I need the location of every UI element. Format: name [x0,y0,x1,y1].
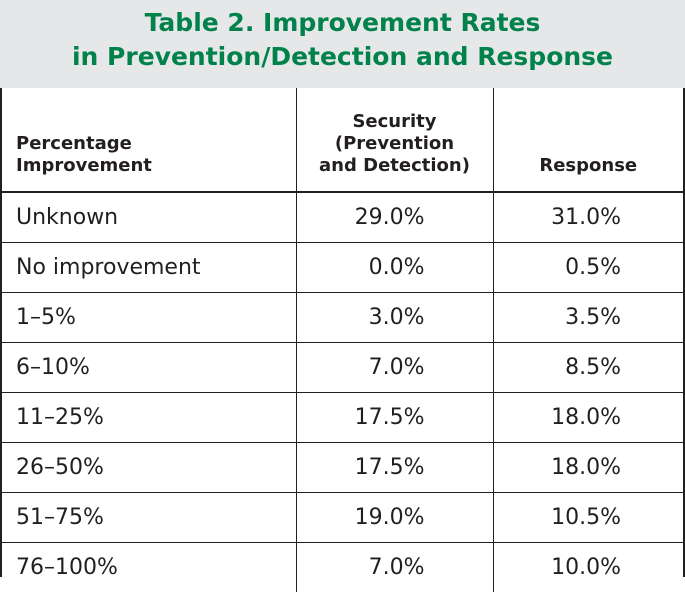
security-value: 7.0% [296,343,493,393]
row-label: 76–100% [2,543,296,592]
security-value: 0.0% [296,243,493,293]
response-value: 18.0% [493,443,683,493]
data-table: Percentage Improvement Security (Prevent… [2,88,683,592]
header-line: and Detection) [297,155,493,177]
security-value: 7.0% [296,543,493,592]
improvement-rates-table: Percentage Improvement Security (Prevent… [0,88,685,577]
header-line: Security [297,111,493,133]
row-label: 51–75% [2,493,296,543]
table-title-line-2: in Prevention/Detection and Response [0,42,685,71]
security-value: 3.0% [296,293,493,343]
table-row: 76–100%7.0%10.0% [2,543,683,592]
header-line: (Prevention [297,133,493,155]
table-row: 1–5%3.0%3.5% [2,293,683,343]
security-value: 29.0% [296,192,493,243]
security-value: 17.5% [296,443,493,493]
row-label: 6–10% [2,343,296,393]
row-label: Unknown [2,192,296,243]
header-row: Percentage Improvement Security (Prevent… [2,88,683,192]
row-label: No improvement [2,243,296,293]
row-label: 26–50% [2,443,296,493]
table-row: 26–50%17.5%18.0% [2,443,683,493]
table-title-line-1: Table 2. Improvement Rates [0,8,685,37]
response-value: 31.0% [493,192,683,243]
response-value: 10.0% [493,543,683,592]
table-row: 6–10%7.0%8.5% [2,343,683,393]
header-percentage-improvement: Percentage Improvement [2,88,296,192]
security-value: 19.0% [296,493,493,543]
response-value: 8.5% [493,343,683,393]
header-line: Improvement [16,155,296,177]
header-response: Response [493,88,683,192]
header-security: Security (Prevention and Detection) [296,88,493,192]
response-value: 3.5% [493,293,683,343]
table-row: 11–25%17.5%18.0% [2,393,683,443]
response-value: 0.5% [493,243,683,293]
row-label: 1–5% [2,293,296,343]
header-line: Percentage [16,133,296,155]
table-title: Table 2. Improvement Rates in Prevention… [0,0,685,88]
response-value: 18.0% [493,393,683,443]
response-value: 10.5% [493,493,683,543]
table-row: 51–75%19.0%10.5% [2,493,683,543]
row-label: 11–25% [2,393,296,443]
header-line: Response [494,155,684,177]
security-value: 17.5% [296,393,493,443]
